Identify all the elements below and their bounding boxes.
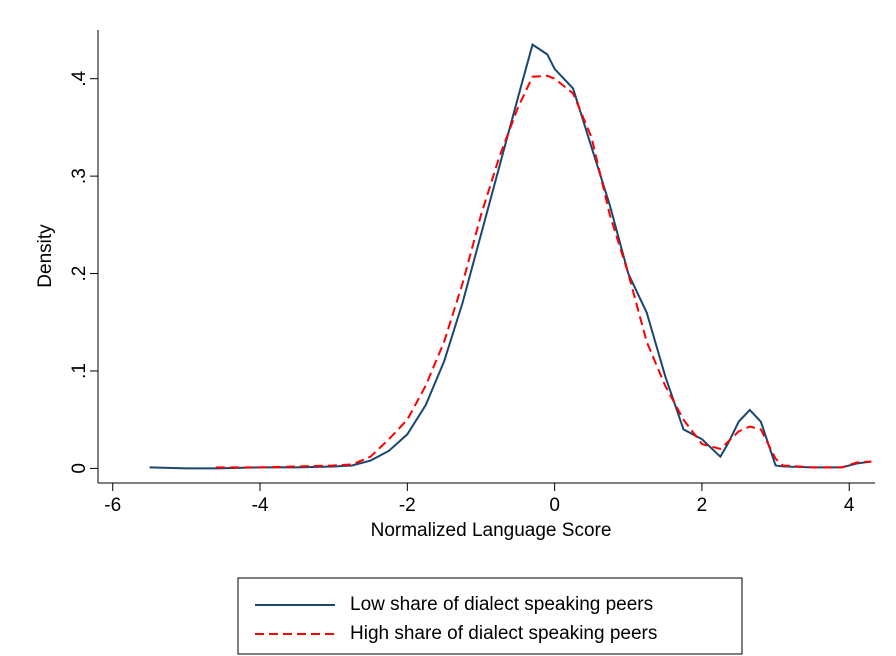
x-tick-label: -6 (104, 495, 121, 516)
x-tick-label: 2 (697, 495, 708, 516)
x-tick-label: -4 (252, 495, 269, 516)
y-tick-label: .2 (69, 266, 90, 282)
series-line (149, 43, 872, 470)
x-axis-label: Normalized Language Score (371, 520, 612, 541)
legend-label: Low share of dialect speaking peers (350, 594, 653, 615)
legend-label: High share of dialect speaking peers (350, 623, 657, 644)
y-tick-label: 0 (69, 463, 90, 474)
y-tick-label: .1 (69, 363, 90, 379)
y-tick-label: .3 (69, 168, 90, 184)
x-tick-label: -2 (399, 495, 416, 516)
y-axis-label: Density (35, 224, 56, 288)
x-tick-label: 0 (549, 495, 560, 516)
y-tick-label: .4 (69, 70, 90, 86)
legend-box (237, 577, 743, 655)
x-tick-label: 4 (844, 495, 855, 516)
series-line (215, 74, 872, 469)
